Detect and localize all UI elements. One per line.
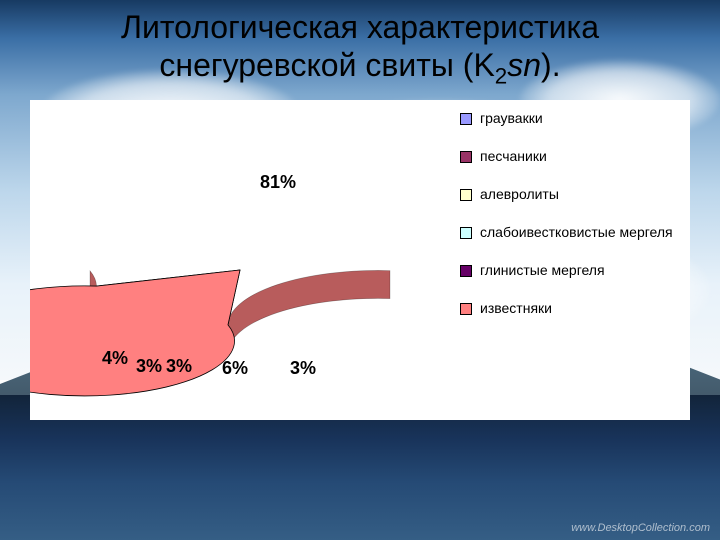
legend-item: глинистые мергеля (460, 262, 680, 278)
legend-label: алевролиты (480, 186, 559, 202)
pct-label: 6% (222, 358, 248, 379)
legend-swatch (460, 113, 472, 125)
legend-label: слабоивестковистые мергеля (480, 224, 673, 240)
legend-swatch (460, 189, 472, 201)
title-line2-pre: снегуревской свиты (K (159, 47, 494, 83)
watermark: www.DesktopCollection.com (571, 522, 710, 534)
legend-label: известняки (480, 300, 552, 316)
legend-swatch (460, 151, 472, 163)
legend-item: известняки (460, 300, 680, 316)
pct-label: 81% (260, 172, 296, 193)
legend-item: граувакки (460, 110, 680, 126)
legend: граувакки песчаники алевролиты слабоивестко… (460, 110, 680, 338)
pct-label: 4% (102, 348, 128, 369)
title-line2-post: ). (541, 47, 561, 83)
pct-label: 3% (136, 356, 162, 377)
legend-item: слабоивестковистые мергеля (460, 224, 680, 240)
pct-label: 3% (166, 356, 192, 377)
pie-slice (30, 270, 240, 396)
legend-swatch (460, 265, 472, 277)
title-line2-sub: 2 (495, 64, 507, 89)
page-title: Литологическая характеристика снегуревск… (0, 8, 720, 91)
legend-label: глинистые мергеля (480, 262, 605, 278)
title-line1: Литологическая характеристика (121, 9, 599, 45)
pie-side (228, 270, 390, 352)
pct-label: 3% (290, 358, 316, 379)
title-line2-ital: sn (507, 47, 541, 83)
chart-container: 4%3%3%6%3%81% грауваккипесчаникиалевроли… (30, 100, 690, 420)
legend-swatch (460, 227, 472, 239)
legend-item: алевролиты (460, 186, 680, 202)
legend-label: песчаники (480, 148, 547, 164)
slide: Литологическая характеристика снегуревск… (0, 0, 720, 540)
pie-chart: 4%3%3%6%3%81% (30, 100, 450, 420)
legend-label: граувакки (480, 110, 543, 126)
legend-item: песчаники (460, 148, 680, 164)
legend-swatch (460, 303, 472, 315)
